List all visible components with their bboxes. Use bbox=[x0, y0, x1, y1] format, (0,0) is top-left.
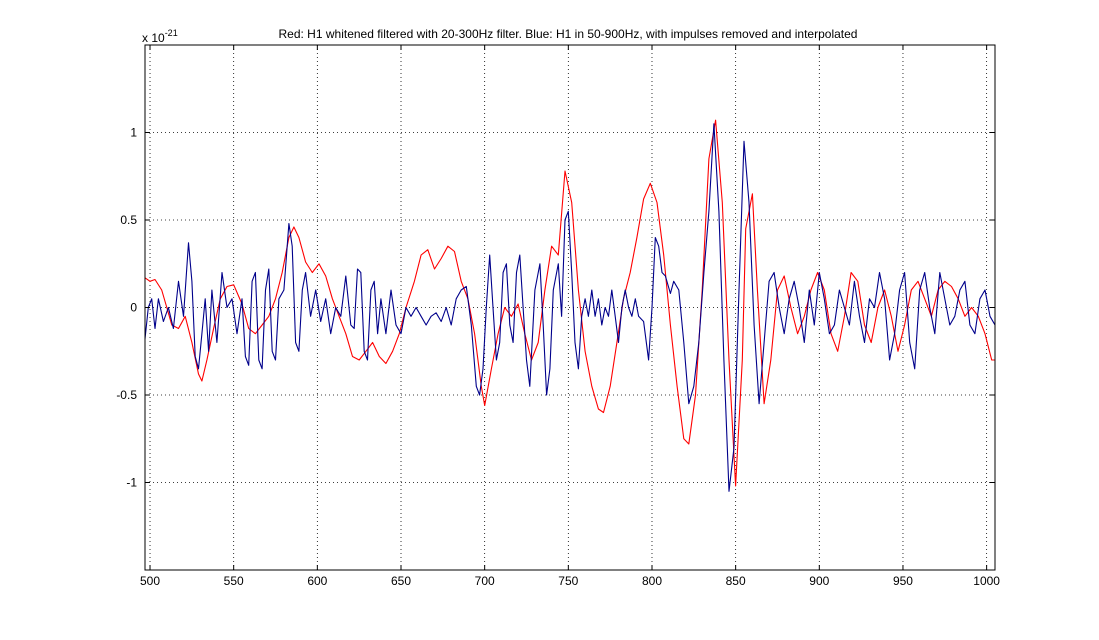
y-tick-label: -0.5 bbox=[116, 388, 137, 402]
x-tick-label: 800 bbox=[642, 574, 662, 588]
x-tick-label: 600 bbox=[307, 574, 327, 588]
series-line-red bbox=[145, 119, 995, 487]
y-exponent-base: x 10 bbox=[142, 31, 165, 45]
series-group bbox=[145, 119, 995, 492]
x-tick-labels: 500 550 600 650 700 750 800 850 900 950 1000 bbox=[140, 574, 1000, 588]
grid-lines bbox=[145, 45, 995, 570]
y-tick-label: -1 bbox=[126, 476, 137, 490]
x-tick-label: 550 bbox=[224, 574, 244, 588]
chart-title: Red: H1 whitened filtered with 20-300Hz … bbox=[279, 27, 858, 41]
x-tick-label: 850 bbox=[726, 574, 746, 588]
x-tick-label: 900 bbox=[809, 574, 829, 588]
x-tick-label: 1000 bbox=[973, 574, 1000, 588]
x-tick-label: 500 bbox=[140, 574, 160, 588]
y-tick-label: 1 bbox=[130, 126, 137, 140]
y-exponent-label: x 10-21 bbox=[142, 28, 178, 45]
x-tick-label: 650 bbox=[391, 574, 411, 588]
series-line-blue bbox=[145, 123, 995, 492]
x-tick-label: 700 bbox=[475, 574, 495, 588]
y-tick-label: 0 bbox=[130, 301, 137, 315]
y-exponent-power: -21 bbox=[165, 28, 178, 38]
x-tick-label: 750 bbox=[558, 574, 578, 588]
y-tick-labels: -1 -0.5 0 0.5 1 bbox=[116, 126, 137, 490]
x-tick-label: 950 bbox=[893, 574, 913, 588]
tick-marks bbox=[145, 45, 995, 570]
y-tick-label: 0.5 bbox=[120, 213, 137, 227]
